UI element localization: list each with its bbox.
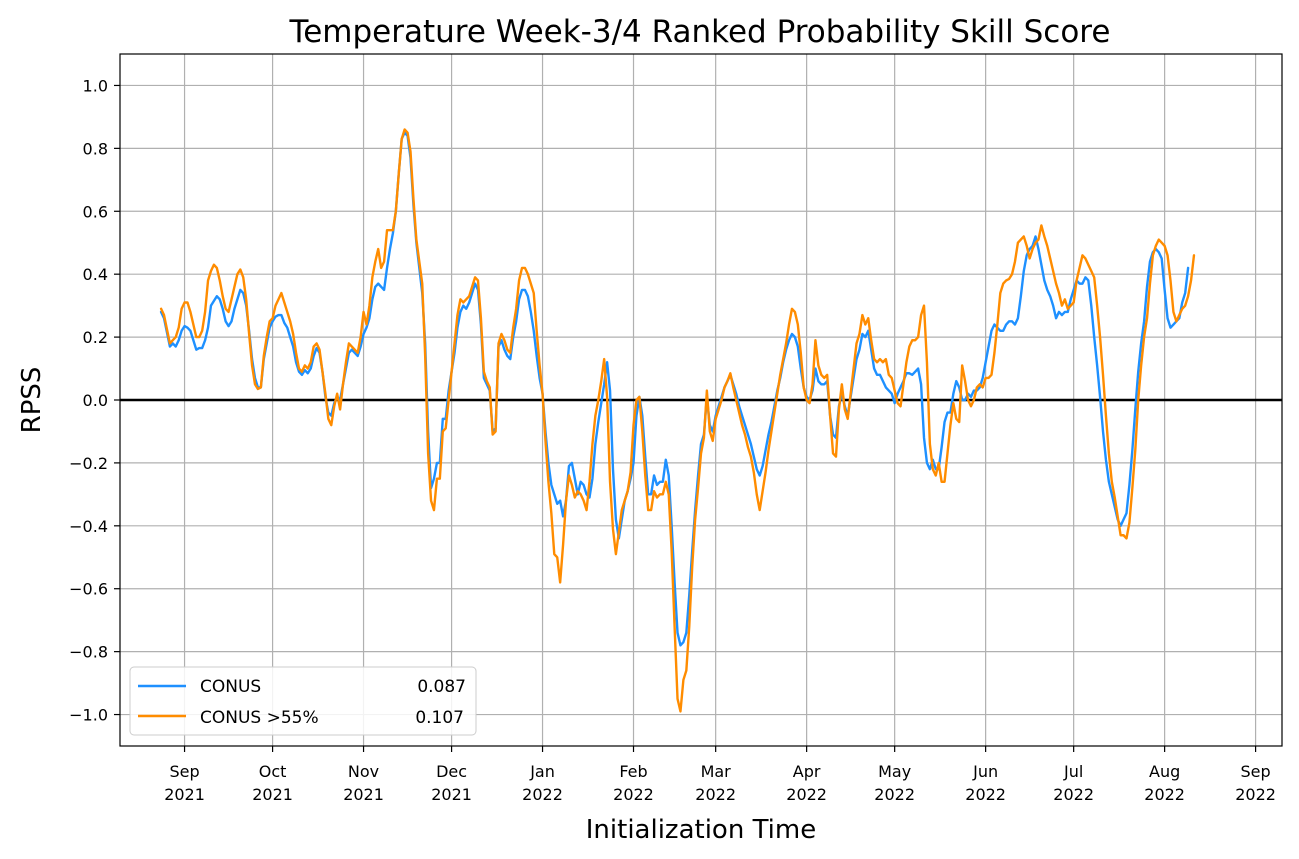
- legend-score-conus-55: 0.107: [415, 708, 464, 728]
- chart-title: Temperature Week-3/4 Ranked Probability …: [289, 14, 1111, 50]
- x-tick-label-year: 2022: [522, 785, 563, 804]
- y-tick-label: 0.8: [83, 139, 108, 158]
- y-tick-label: −1.0: [69, 706, 108, 725]
- series-line-conus-55: [159, 128, 1196, 713]
- x-tick-label-month: Aug: [1149, 762, 1180, 781]
- x-tick-label-year: 2021: [431, 785, 472, 804]
- legend-box: [129, 666, 477, 736]
- x-axis-title: Initialization Time: [586, 815, 816, 845]
- y-tick-label: 0.0: [83, 391, 108, 410]
- y-tick-label: 0.6: [83, 202, 108, 221]
- x-tick-label-year: 2022: [1053, 785, 1094, 804]
- x-tick-label-year: 2022: [1235, 785, 1276, 804]
- x-tick-label-month: May: [878, 762, 911, 781]
- x-tick-label-month: Jun: [972, 762, 998, 781]
- y-tick-label: −0.8: [69, 643, 108, 662]
- x-tick-label-year: 2022: [874, 785, 915, 804]
- y-tick-label: 0.4: [83, 265, 108, 284]
- tick-layer: 1.0 0.8 0.6 0.4 0.2 0.0 −0.2 −0.4 −0.6 −0.8 −1.0 Se…: [69, 76, 1276, 804]
- x-tick-label-year: 2022: [1144, 785, 1185, 804]
- legend-label-conus: CONUS: [200, 677, 261, 697]
- legend: CONUS 0.087 CONUS >55% 0.107: [129, 666, 477, 736]
- legend-label-conus-55: CONUS >55%: [200, 708, 319, 728]
- x-tick-label-year: 2021: [252, 785, 293, 804]
- y-tick-label: −0.4: [69, 517, 108, 536]
- x-tick-label-month: Feb: [619, 762, 647, 781]
- y-tick-label: 1.0: [83, 76, 108, 95]
- y-axis-title: RPSS: [17, 367, 47, 434]
- x-tick-label-month: Jan: [529, 762, 555, 781]
- x-tick-label-month: Oct: [259, 762, 287, 781]
- x-tick-label-month: Sep: [1241, 762, 1271, 781]
- x-tick-label-month: Sep: [169, 762, 199, 781]
- x-tick-label-year: 2022: [695, 785, 736, 804]
- x-tick-label-month: Mar: [701, 762, 732, 781]
- x-tick-label-month: Nov: [348, 762, 379, 781]
- x-tick-label-month: Apr: [793, 762, 821, 781]
- series-line-conus: [159, 131, 1190, 647]
- x-tick-label-year: 2022: [965, 785, 1006, 804]
- x-tick-label-year: 2021: [343, 785, 384, 804]
- series-layer: [159, 128, 1196, 713]
- x-tick-label-year: 2022: [613, 785, 654, 804]
- legend-score-conus: 0.087: [417, 677, 466, 697]
- y-tick-label: −0.2: [69, 454, 108, 473]
- y-tick-label: 0.2: [83, 328, 108, 347]
- x-tick-label-year: 2022: [786, 785, 827, 804]
- x-tick-label-month: Dec: [436, 762, 467, 781]
- x-tick-label-year: 2021: [164, 785, 205, 804]
- y-tick-label: −0.6: [69, 580, 108, 599]
- x-tick-label-month: Jul: [1063, 762, 1083, 781]
